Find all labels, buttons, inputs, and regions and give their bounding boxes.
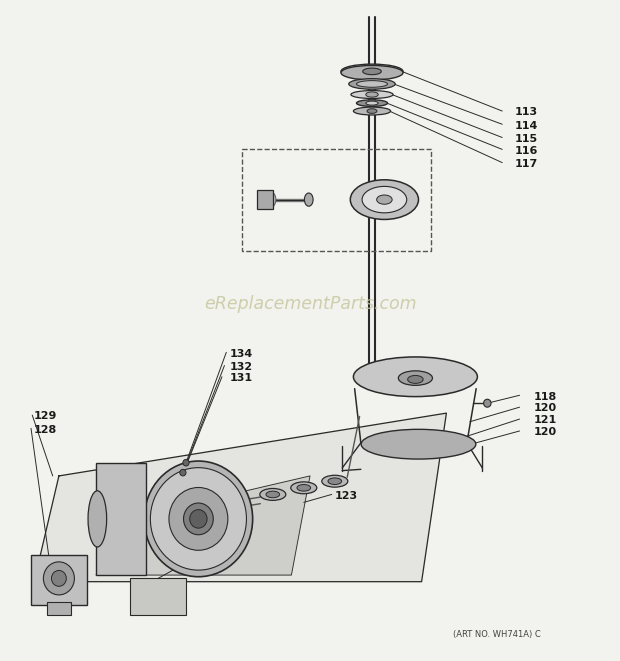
- Text: 129: 129: [34, 411, 58, 422]
- Text: 115: 115: [515, 134, 538, 144]
- Bar: [130, 578, 186, 615]
- Ellipse shape: [399, 371, 433, 385]
- Ellipse shape: [353, 357, 477, 397]
- Text: 116: 116: [515, 145, 538, 156]
- Circle shape: [183, 459, 189, 466]
- Ellipse shape: [367, 108, 377, 114]
- Polygon shape: [34, 413, 446, 582]
- Text: eReplacementParts.com: eReplacementParts.com: [204, 295, 416, 313]
- Ellipse shape: [348, 79, 396, 89]
- Text: 134: 134: [229, 348, 253, 359]
- Polygon shape: [96, 476, 310, 575]
- Circle shape: [190, 510, 207, 528]
- Ellipse shape: [350, 180, 418, 219]
- Ellipse shape: [184, 503, 213, 535]
- Ellipse shape: [363, 68, 381, 75]
- Text: 132: 132: [229, 362, 252, 372]
- Ellipse shape: [366, 92, 378, 97]
- Ellipse shape: [297, 485, 311, 491]
- Text: 120: 120: [533, 403, 556, 414]
- Text: 117: 117: [515, 159, 538, 169]
- Ellipse shape: [361, 430, 476, 459]
- Text: 128: 128: [34, 424, 57, 435]
- Text: 118: 118: [533, 391, 557, 402]
- Bar: [46, 602, 71, 615]
- Bar: [96, 463, 146, 575]
- Ellipse shape: [408, 375, 423, 383]
- Text: 123: 123: [335, 490, 358, 501]
- Text: 114: 114: [515, 120, 538, 131]
- Ellipse shape: [356, 100, 388, 106]
- Ellipse shape: [341, 64, 403, 79]
- Ellipse shape: [356, 81, 388, 87]
- Text: 124: 124: [217, 533, 241, 544]
- Ellipse shape: [151, 468, 246, 570]
- Ellipse shape: [304, 193, 313, 206]
- Ellipse shape: [291, 482, 317, 494]
- Text: 131: 131: [229, 373, 252, 383]
- Ellipse shape: [376, 195, 392, 204]
- Ellipse shape: [266, 491, 280, 498]
- Ellipse shape: [169, 488, 228, 550]
- Text: 113: 113: [515, 107, 538, 118]
- Text: (ART NO. WH741A) C: (ART NO. WH741A) C: [453, 630, 541, 639]
- Bar: [257, 190, 273, 209]
- Circle shape: [180, 469, 186, 476]
- Text: 120: 120: [533, 427, 556, 438]
- Ellipse shape: [260, 488, 286, 500]
- Bar: [242, 149, 431, 251]
- Ellipse shape: [264, 192, 276, 208]
- Ellipse shape: [341, 65, 403, 80]
- Ellipse shape: [322, 475, 348, 487]
- Circle shape: [484, 399, 491, 407]
- Ellipse shape: [353, 107, 391, 115]
- Circle shape: [43, 562, 74, 595]
- Ellipse shape: [362, 186, 407, 213]
- Wedge shape: [378, 163, 391, 176]
- Text: 121: 121: [533, 415, 557, 426]
- Text: 135: 135: [205, 550, 228, 561]
- Circle shape: [51, 570, 66, 586]
- Bar: [31, 555, 87, 605]
- Ellipse shape: [144, 461, 253, 576]
- Ellipse shape: [351, 91, 393, 98]
- Ellipse shape: [88, 490, 107, 547]
- Ellipse shape: [366, 101, 378, 105]
- Ellipse shape: [328, 478, 342, 485]
